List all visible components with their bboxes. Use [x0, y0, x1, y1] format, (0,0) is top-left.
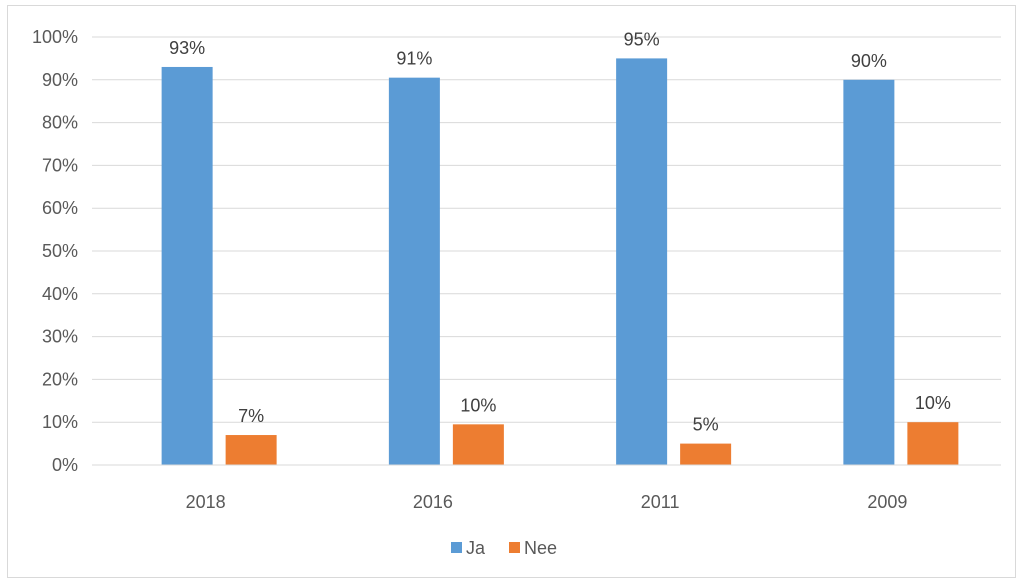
legend-swatch-ja — [451, 542, 462, 553]
x-tick-label: 2009 — [867, 492, 907, 512]
data-label: 5% — [693, 415, 719, 435]
y-tick-label: 50% — [42, 241, 78, 261]
legend-swatch-nee — [509, 542, 520, 553]
y-tick-label: 100% — [32, 27, 78, 47]
y-tick-label: 70% — [42, 155, 78, 175]
bar-ja — [616, 58, 668, 466]
bar-nee — [452, 424, 504, 465]
bar-ja — [843, 79, 895, 466]
bars — [161, 58, 959, 466]
bar-nee — [680, 443, 732, 465]
axes: 0% 10% 20% 30% 40% 50% 60% 70% 80% 90% 100% 2018 201… — [32, 27, 1001, 512]
legend-label-ja: Ja — [466, 538, 486, 558]
x-tick-label: 2016 — [413, 492, 453, 512]
y-tick-label: 10% — [42, 412, 78, 432]
bar-ja — [388, 77, 440, 465]
bar-ja — [161, 66, 213, 466]
data-label: 93% — [169, 38, 205, 58]
y-tick-label: 90% — [42, 70, 78, 90]
data-labels: 93% 7% 91% 10% 95% 5% 90% 10% — [169, 29, 951, 434]
data-label: 10% — [460, 395, 496, 415]
data-label: 10% — [915, 393, 951, 413]
legend-label-nee: Nee — [524, 538, 557, 558]
bar-nee — [907, 422, 959, 465]
data-label: 7% — [238, 406, 264, 426]
y-tick-label: 80% — [42, 113, 78, 133]
data-label: 91% — [396, 49, 432, 69]
y-tick-label: 40% — [42, 284, 78, 304]
y-tick-label: 0% — [52, 455, 78, 475]
y-tick-label: 20% — [42, 369, 78, 389]
y-tick-label: 30% — [42, 327, 78, 347]
data-label: 90% — [851, 51, 887, 71]
data-label: 95% — [624, 29, 660, 49]
y-tick-label: 60% — [42, 198, 78, 218]
bar-nee — [225, 435, 277, 465]
legend: Ja Nee — [451, 538, 557, 558]
x-tick-label: 2018 — [186, 492, 226, 512]
x-tick-label: 2011 — [641, 492, 680, 512]
